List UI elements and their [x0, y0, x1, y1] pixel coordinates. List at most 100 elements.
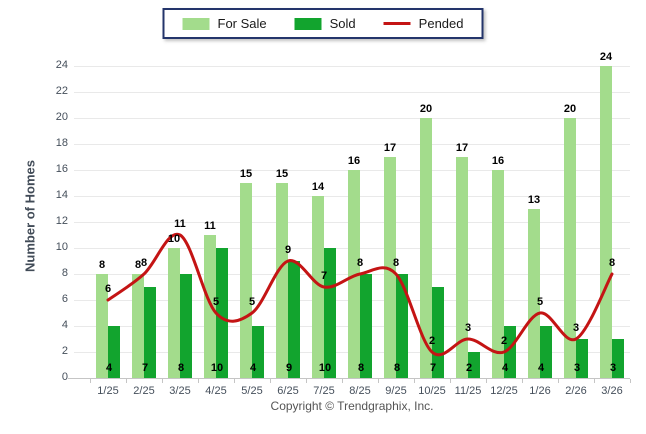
value-label-sold: 4: [501, 362, 509, 374]
value-label-pended: 5: [212, 296, 220, 308]
value-label-for-sale: 13: [527, 194, 541, 206]
value-label-sold: 7: [429, 362, 437, 374]
plot-area: 0 2 4 6 8 10 12 14 16 18 20 22 24 1/25 2/25 3/25 4/25 5/2…: [56, 51, 631, 397]
value-label-pended: 8: [356, 257, 364, 269]
for-sale-swatch-icon: [182, 17, 210, 30]
y-tick-label: 2: [61, 345, 68, 357]
value-label-sold: 9: [285, 362, 293, 374]
bar-for-sale: [168, 248, 180, 378]
x-tick-label: 2/25: [133, 385, 155, 397]
value-label-sold: 4: [105, 362, 113, 374]
bar-for-sale: [132, 274, 144, 378]
value-label-for-sale: 10: [167, 233, 181, 245]
bar-for-sale: [204, 235, 216, 378]
gridline: [74, 92, 630, 93]
bar-for-sale: [312, 196, 324, 378]
bar-sold: [468, 352, 480, 378]
gridline: [74, 144, 630, 145]
bar-for-sale: [528, 209, 540, 378]
value-label-sold: 3: [573, 362, 581, 374]
x-axis-tick: [90, 379, 91, 383]
x-tick-label: 11/25: [454, 385, 482, 397]
value-label-for-sale: 14: [311, 181, 325, 193]
bar-sold: [108, 326, 120, 378]
value-label-sold: 8: [357, 362, 365, 374]
legend-item-pended: Pended: [383, 16, 464, 31]
x-tick-label: 10/25: [418, 385, 446, 397]
value-label-for-sale: 20: [419, 103, 433, 115]
legend-item-sold: Sold: [294, 16, 356, 31]
x-tick-label: 4/25: [205, 385, 227, 397]
value-label-sold: 3: [609, 362, 617, 374]
y-tick-label: 22: [55, 85, 68, 97]
legend-label-for-sale: For Sale: [217, 16, 267, 31]
x-axis-tick: [630, 379, 631, 383]
x-axis-tick: [558, 379, 559, 383]
bar-for-sale: [240, 183, 252, 378]
bar-for-sale: [96, 274, 108, 378]
value-label-sold: 4: [537, 362, 545, 374]
x-axis-tick: [306, 379, 307, 383]
value-label-sold: 10: [318, 362, 332, 374]
y-tick-label: 20: [55, 111, 68, 123]
y-tick-label: 4: [61, 319, 68, 331]
value-label-for-sale: 17: [455, 142, 469, 154]
x-tick-label: 3/26: [601, 385, 623, 397]
legend-item-for-sale: For Sale: [182, 16, 267, 31]
value-label-sold: 4: [249, 362, 257, 374]
x-axis-tick: [234, 379, 235, 383]
bar-sold: [396, 274, 408, 378]
x-axis-tick: [126, 379, 127, 383]
x-axis-tick: [378, 379, 379, 383]
gridline: [74, 118, 630, 119]
value-label-pended: 8: [608, 257, 616, 269]
value-label-pended: 6: [104, 283, 112, 295]
bar-for-sale: [420, 118, 432, 378]
x-axis-tick: [270, 379, 271, 383]
value-label-for-sale: 24: [599, 51, 613, 63]
y-tick-label: 6: [61, 293, 68, 305]
x-axis-tick: [414, 379, 415, 383]
value-label-for-sale: 15: [275, 168, 289, 180]
y-tick-label: 12: [55, 215, 68, 227]
value-label-pended: 2: [500, 335, 508, 347]
value-label-pended: 5: [248, 296, 256, 308]
value-label-pended: 9: [284, 244, 292, 256]
value-label-pended: 8: [140, 257, 148, 269]
bar-for-sale: [600, 66, 612, 378]
bar-sold: [324, 248, 336, 378]
bar-sold: [360, 274, 372, 378]
value-label-for-sale: 16: [491, 155, 505, 167]
legend: For Sale Sold Pended: [162, 8, 484, 39]
value-label-for-sale: 17: [383, 142, 397, 154]
value-label-for-sale: 20: [563, 103, 577, 115]
value-label-pended: 8: [392, 257, 400, 269]
value-label-pended: 5: [536, 296, 544, 308]
bar-for-sale: [564, 118, 576, 378]
bar-sold: [504, 326, 516, 378]
pended-line-swatch-icon: [383, 22, 411, 25]
value-label-pended: 7: [320, 270, 328, 282]
sold-swatch-icon: [294, 17, 322, 30]
gridline: [74, 66, 630, 67]
bar-for-sale: [348, 170, 360, 378]
x-tick-label: 7/25: [313, 385, 335, 397]
value-label-for-sale: 8: [98, 259, 106, 271]
bar-sold: [180, 274, 192, 378]
x-axis-tick: [522, 379, 523, 383]
pended-line: [106, 232, 614, 357]
y-tick-label: 8: [61, 267, 68, 279]
y-tick-label: 18: [55, 137, 68, 149]
y-tick-label: 14: [55, 189, 68, 201]
x-tick-label: 12/25: [490, 385, 518, 397]
bar-for-sale: [456, 157, 468, 378]
x-tick-label: 1/25: [97, 385, 119, 397]
x-axis-tick: [162, 379, 163, 383]
value-label-pended: 3: [572, 322, 580, 334]
bar-for-sale: [384, 157, 396, 378]
x-axis-tick: [450, 379, 451, 383]
value-label-pended: 2: [428, 335, 436, 347]
bar-sold: [540, 326, 552, 378]
x-tick-label: 2/26: [565, 385, 587, 397]
